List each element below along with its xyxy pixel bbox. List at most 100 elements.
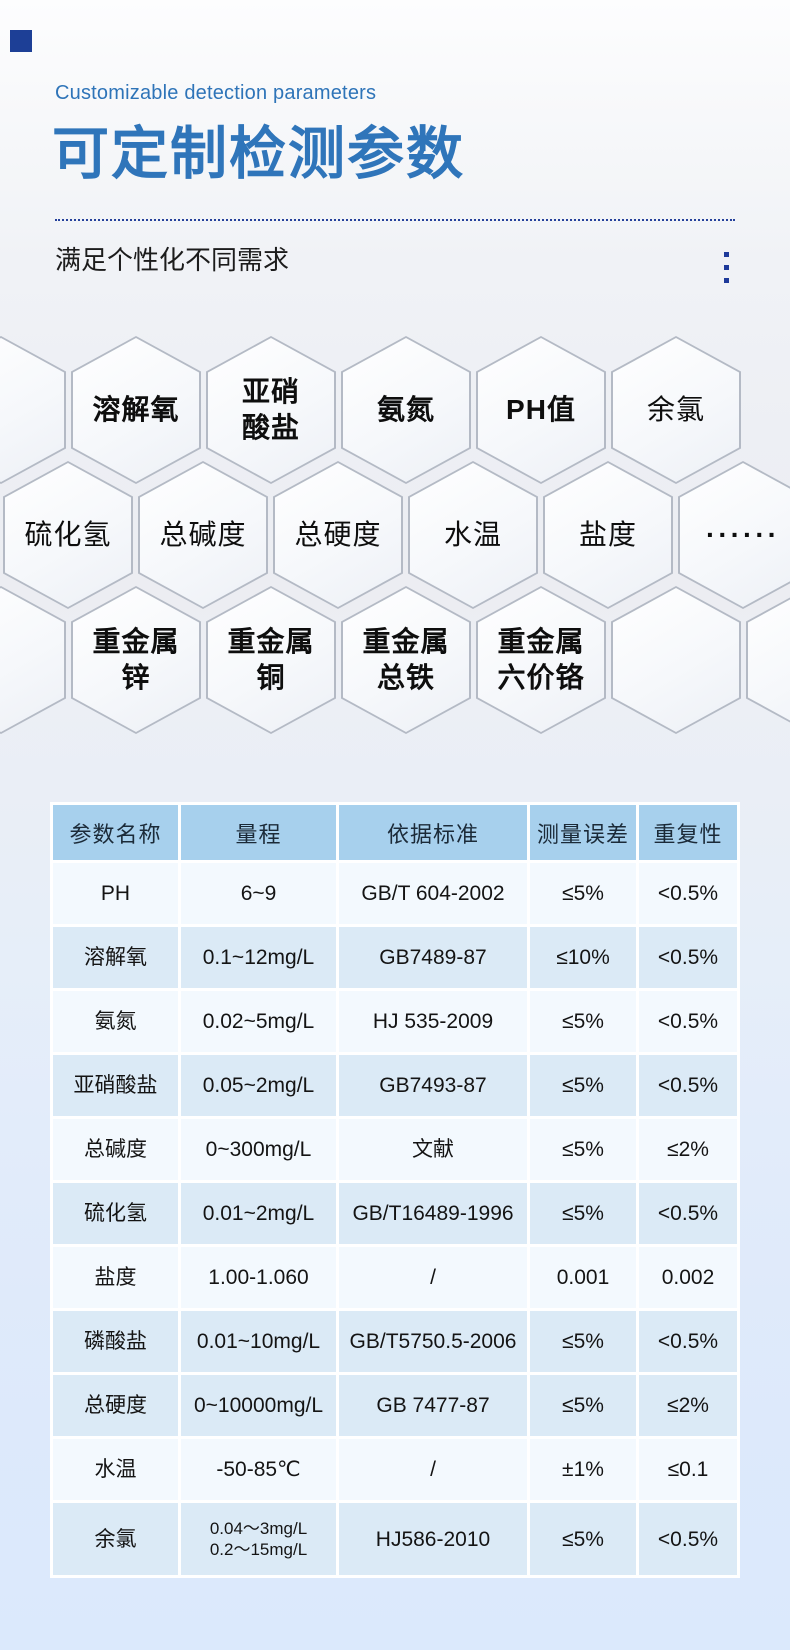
table-cell: GB7493-87 — [339, 1055, 527, 1116]
table-cell: -50-85℃ — [181, 1439, 336, 1500]
hexagon-label — [0, 336, 66, 484]
table-header-cell: 重复性 — [639, 805, 737, 860]
hexagon-cell: 重金属 六价铬 — [476, 586, 606, 734]
table-cell: GB 7477-87 — [339, 1375, 527, 1436]
table-cell: ≤2% — [639, 1375, 737, 1436]
hexagon-cell: 总碱度 — [138, 461, 268, 609]
hexagon-cell: 重金属 总铁 — [341, 586, 471, 734]
hexagon-cell: PH值 — [476, 336, 606, 484]
parameter-table: 参数名称 量程 依据标准 测量误差 重复性 PH 6~9 GB/T 604-2002 ≤5% <0… — [50, 802, 740, 1578]
hexagon-label: 盐度 — [578, 519, 637, 550]
table-cell: ≤5% — [530, 1055, 636, 1116]
table-cell: ≤5% — [530, 1503, 636, 1575]
table-header-cell: 测量误差 — [530, 805, 636, 860]
hexagon-label: 亚硝 酸盐 — [241, 376, 300, 443]
table-cell: ≤5% — [530, 1375, 636, 1436]
table-cell: GB/T 604-2002 — [339, 863, 527, 924]
hexagon-label: PH值 — [506, 394, 576, 425]
table-cell: ≤5% — [530, 1183, 636, 1244]
table-cell: ≤2% — [639, 1119, 737, 1180]
hexagon-cell: ······ — [678, 461, 790, 609]
hexagon-label: ······ — [706, 519, 780, 550]
table-cell: ≤5% — [530, 991, 636, 1052]
hexagon-cell: 盐度 — [543, 461, 673, 609]
hexagon-cell-empty — [0, 586, 66, 734]
table-cell: <0.5% — [639, 1311, 737, 1372]
table-cell: 0.001 — [530, 1247, 636, 1308]
page-title: 可定制检测参数 — [52, 122, 465, 186]
table-cell: 盐度 — [53, 1247, 178, 1308]
table-cell: GB/T16489-1996 — [339, 1183, 527, 1244]
hexagon-cell-empty — [746, 586, 790, 734]
table-cell: <0.5% — [639, 1055, 737, 1116]
table-cell: 0.01~2mg/L — [181, 1183, 336, 1244]
hexagon-cell: 余氯 — [611, 336, 741, 484]
hexagon-cell: 水温 — [408, 461, 538, 609]
table-cell: ≤5% — [530, 1119, 636, 1180]
table-cell: <0.5% — [639, 927, 737, 988]
table-header-cell: 量程 — [181, 805, 336, 860]
table-cell: 0~300mg/L — [181, 1119, 336, 1180]
table-cell: 亚硝酸盐 — [53, 1055, 178, 1116]
hexagon-label: 重金属 六价铬 — [497, 626, 585, 693]
table-header-cell: 依据标准 — [339, 805, 527, 860]
dot — [724, 265, 729, 270]
hexagon-label — [746, 586, 790, 734]
hexagon-cell: 总硬度 — [273, 461, 403, 609]
table-cell: 0.002 — [639, 1247, 737, 1308]
dot — [724, 278, 729, 283]
table-cell: PH — [53, 863, 178, 924]
table-cell: 硫化氢 — [53, 1183, 178, 1244]
hexagon-label: 溶解氧 — [92, 394, 180, 425]
table-cell: 水温 — [53, 1439, 178, 1500]
hexagon-label: 总碱度 — [159, 519, 247, 550]
table-cell: 余氯 — [53, 1503, 178, 1575]
table-cell: 溶解氧 — [53, 927, 178, 988]
table-cell: ≤10% — [530, 927, 636, 988]
table-cell: GB7489-87 — [339, 927, 527, 988]
table-cell: HJ586-2010 — [339, 1503, 527, 1575]
table-cell: 0.05~2mg/L — [181, 1055, 336, 1116]
table-cell: <0.5% — [639, 991, 737, 1052]
hexagon-label: 总硬度 — [294, 519, 382, 550]
table-cell: 文献 — [339, 1119, 527, 1180]
hexagon-label: 重金属铜 — [227, 626, 315, 693]
hexagon-cell: 硫化氢 — [3, 461, 133, 609]
dot — [724, 252, 729, 257]
table-cell: <0.5% — [639, 1183, 737, 1244]
table-cell: 0.02~5mg/L — [181, 991, 336, 1052]
hexagon-cell: 溶解氧 — [71, 336, 201, 484]
hexagon-cell: 亚硝 酸盐 — [206, 336, 336, 484]
hexagon-cell: 重金属铜 — [206, 586, 336, 734]
hexagon-cell: 氨氮 — [341, 336, 471, 484]
hexagon-label — [611, 586, 741, 734]
table-cell: ±1% — [530, 1439, 636, 1500]
table-cell: 1.00-1.060 — [181, 1247, 336, 1308]
table-cell: 磷酸盐 — [53, 1311, 178, 1372]
table-cell: 氨氮 — [53, 991, 178, 1052]
table-cell: ≤5% — [530, 863, 636, 924]
corner-accent-square — [10, 30, 32, 52]
hexagon-cell-empty — [0, 336, 66, 484]
table-cell: / — [339, 1439, 527, 1500]
table-cell: 0.1~12mg/L — [181, 927, 336, 988]
hexagon-cell-empty — [611, 586, 741, 734]
dotted-divider — [55, 219, 735, 221]
hexagon-label: 重金属锌 — [92, 626, 180, 693]
hexagon-label: 水温 — [443, 519, 502, 550]
eyebrow-text: Customizable detection parameters — [55, 82, 377, 104]
hexagon-label: 重金属 总铁 — [362, 626, 450, 693]
table-cell: GB/T5750.5-2006 — [339, 1311, 527, 1372]
table-cell: <0.5% — [639, 1503, 737, 1575]
vertical-ellipsis-dots — [724, 252, 729, 283]
table-cell: 总碱度 — [53, 1119, 178, 1180]
table-cell: 总硬度 — [53, 1375, 178, 1436]
hexagon-label: 硫化氢 — [24, 519, 112, 550]
table-cell: ≤0.1 — [639, 1439, 737, 1500]
table-cell: 0~10000mg/L — [181, 1375, 336, 1436]
hexagon-label: 余氯 — [646, 394, 705, 425]
table-cell: ≤5% — [530, 1311, 636, 1372]
table-cell: 0.01~10mg/L — [181, 1311, 336, 1372]
table-cell: 0.04～3mg/L 0.2～15mg/L — [181, 1503, 336, 1575]
